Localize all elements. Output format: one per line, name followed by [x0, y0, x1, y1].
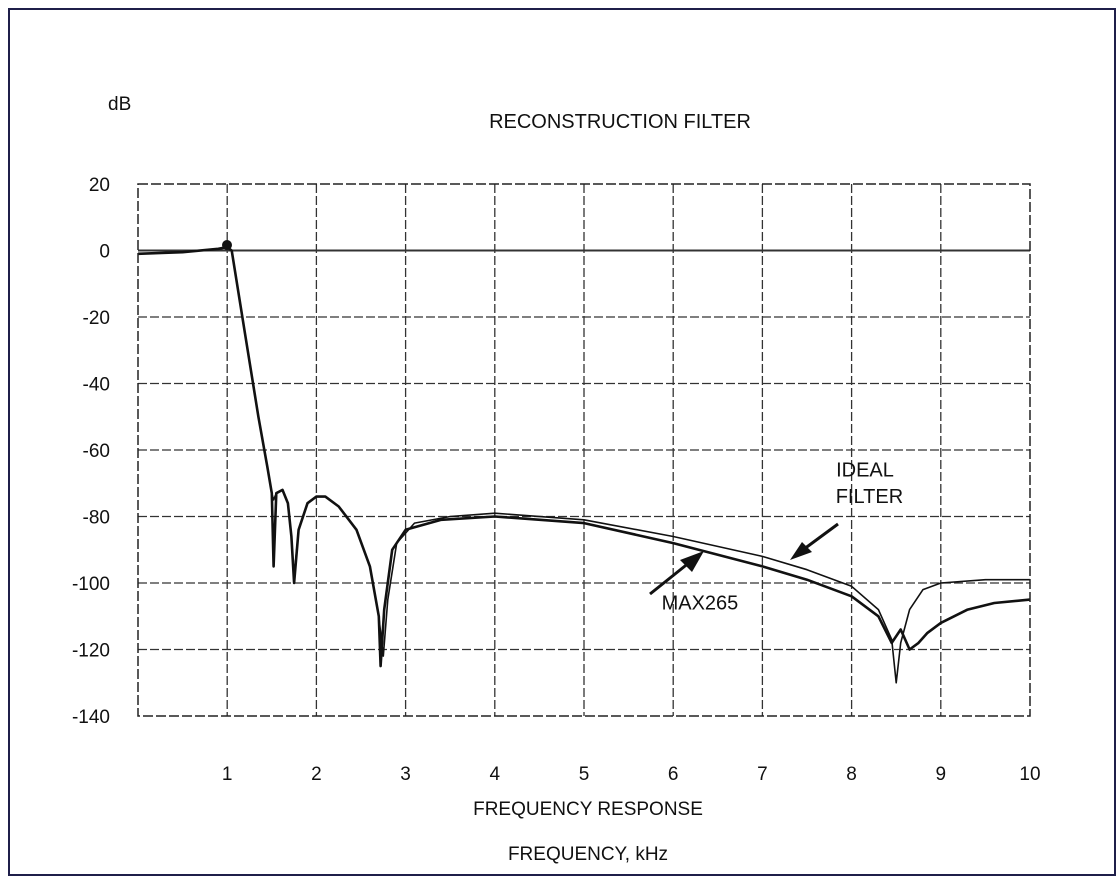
x-axis-label: FREQUENCY RESPONSE [473, 799, 703, 820]
y-tick-label: -140 [72, 707, 110, 728]
x-tick-label: 5 [579, 764, 590, 785]
x-tick-label: 4 [490, 764, 501, 785]
x-tick-label: 3 [400, 764, 411, 785]
y-tick-label: 20 [89, 175, 110, 196]
y-axis-label: dB [108, 94, 131, 115]
ideal-filter-arrow [790, 522, 839, 560]
y-tick-label: 0 [99, 242, 110, 263]
x-tick-label: 6 [668, 764, 679, 785]
annotations: IDEAL FILTER MAX265 [662, 460, 904, 615]
y-tick-labels: 20 0 -20 -40 -60 -80 -100 -120 -140 [72, 175, 110, 728]
y-tick-label: -40 [83, 375, 110, 396]
x-axis-label-units: FREQUENCY, kHz [508, 844, 668, 865]
series-lines [137, 245, 1031, 684]
series-line-max265 [137, 245, 1031, 668]
x-tick-label: 2 [311, 764, 322, 785]
y-tick-label: -20 [83, 308, 110, 329]
x-tick-label: 7 [757, 764, 768, 785]
chart-title: RECONSTRUCTION FILTER [489, 111, 751, 133]
y-tick-label: -120 [72, 641, 110, 662]
annotation-label: MAX265 [662, 593, 739, 615]
max265-arrow [649, 551, 704, 596]
x-tick-label: 8 [846, 764, 857, 785]
x-tick-label: 9 [936, 764, 947, 785]
passband-marker [222, 240, 232, 250]
y-tick-label: -60 [83, 441, 110, 462]
annotation-label: FILTER [836, 486, 903, 508]
y-tick-label: -80 [83, 508, 110, 529]
chart-frame [8, 8, 1116, 876]
x-tick-label: 10 [1019, 764, 1040, 785]
annotation-label: IDEAL [836, 460, 894, 482]
x-tick-labels: 1 2 3 4 5 6 7 8 9 10 [222, 764, 1041, 785]
grid [138, 184, 1030, 716]
plot-area-border [137, 183, 1031, 717]
x-tick-label: 1 [222, 764, 233, 785]
y-tick-label: -100 [72, 574, 110, 595]
